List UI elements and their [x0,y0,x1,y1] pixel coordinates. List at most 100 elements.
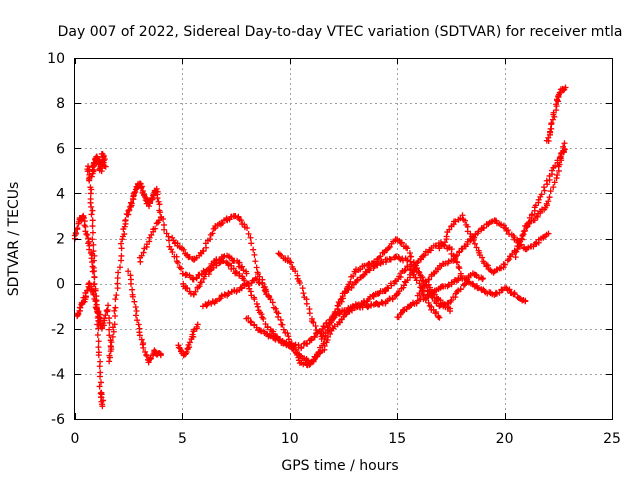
data-point [484,262,491,269]
data-point [254,303,261,310]
data-point [458,272,465,279]
data-point [385,245,392,252]
data-point [474,284,481,291]
y-tick-label: 4 [56,186,65,202]
data-point [296,279,303,286]
data-point [148,231,155,238]
y-tick-label: -2 [51,322,65,338]
data-point [244,225,251,232]
series-trace-i [175,321,201,359]
data-point [184,285,191,292]
data-point [386,243,393,250]
data-point [89,229,96,236]
data-point [253,300,260,307]
data-point [429,294,436,301]
data-point [90,241,97,248]
data-point [129,293,136,300]
data-point [150,192,157,199]
data-point [154,195,161,202]
data-point [88,211,95,218]
data-point [101,315,108,322]
data-point [163,230,170,237]
data-point [238,217,245,224]
series-trace-f [125,268,164,366]
data-point [145,203,152,210]
data-point [109,333,116,340]
data-point [121,231,128,238]
data-point [213,262,220,269]
data-point [255,279,262,286]
data-point [91,268,98,275]
x-tick-label: 10 [281,431,299,447]
data-point [136,332,143,339]
data-point [547,188,554,195]
data-point [279,321,286,328]
data-point [141,193,148,200]
data-point [96,383,103,390]
data-point [457,286,464,293]
data-point [190,276,197,283]
data-point [247,234,254,241]
data-point [106,319,113,326]
data-point [209,230,216,237]
data-point [347,278,354,285]
data-point [540,184,547,191]
data-point [308,336,315,343]
data-point [89,207,96,214]
data-point [151,347,158,354]
data-point [112,312,119,319]
series-trace-c [88,150,109,180]
data-point [529,211,536,218]
data-point [416,280,423,287]
plot-frame [74,58,613,420]
data-point [369,293,376,300]
data-point [88,203,95,210]
data-point [95,338,102,345]
data-point [153,185,160,192]
data-point [183,349,190,356]
data-point [135,321,142,328]
data-point [251,296,258,303]
data-point [129,286,136,293]
data-point [545,230,552,237]
data-point [125,207,132,214]
data-point [398,239,405,246]
data-point [112,304,119,311]
data-point [562,84,569,91]
data-point [207,236,214,243]
data-point [314,353,321,360]
data-point [519,232,526,239]
x-tick-label: 25 [603,431,621,447]
data-point [545,198,552,205]
data-point [543,177,550,184]
data-point [236,272,243,279]
y-axis-label: SDTVAR / TECUs [6,182,22,297]
data-point [312,322,319,329]
data-point [546,194,553,201]
data-point [387,256,394,263]
data-point [115,269,122,276]
data-point [462,275,469,282]
data-point [456,265,463,272]
x-tick-label: 5 [178,431,187,447]
data-point [102,163,109,170]
data-point [99,403,106,410]
data-point [266,332,273,339]
data-point [103,307,110,314]
data-point [426,276,433,283]
series-trace-d [74,280,114,355]
data-point [106,358,113,365]
data-point [178,347,185,354]
data-point [470,237,477,244]
data-point [180,246,187,253]
data-point [102,312,109,319]
data-point [161,226,168,233]
data-point [156,201,163,208]
data-point [280,326,287,333]
data-point [320,340,327,347]
data-point [457,215,464,222]
series-trace-o [414,217,552,299]
data-point [86,246,93,253]
data-point [98,379,105,386]
data-point [432,310,439,317]
